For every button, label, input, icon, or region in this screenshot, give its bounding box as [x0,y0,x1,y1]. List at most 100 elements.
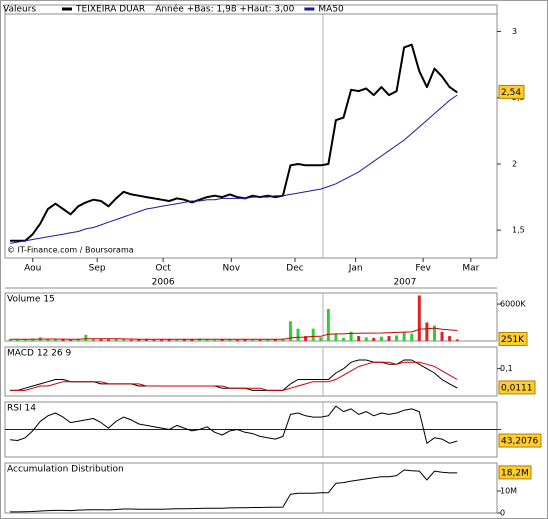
volume-bar [107,339,111,341]
volume-bar [243,339,247,341]
volume-bar [334,333,338,341]
volume-bar [190,339,194,341]
volume-bar [182,339,186,341]
last-value-label: 18,2M [501,468,529,478]
y-tick-label: 0 [500,509,505,518]
last-value-box [498,380,536,395]
volume-bar [114,338,118,341]
panel-title: Volume 15 [7,295,55,305]
last-value-label: 0,0111 [501,383,533,393]
volume-bar [379,336,383,341]
panel-title: RSI 14 [7,404,36,414]
volume-bar [23,339,27,341]
last-value-box [498,433,542,448]
volume-bar [432,325,436,341]
y-tick-label: 0,1 [500,364,513,373]
legend-label: Valeurs [3,5,36,15]
volume-bar [387,336,391,341]
volume-bar [319,337,323,341]
x-tick-label: Fev [415,264,431,274]
volume-bar [61,339,65,341]
volume-bar [31,338,35,341]
panel-title: Accumulation Distribution [7,465,124,475]
volume-bar [311,328,315,341]
legend-entry: MA50 [318,5,344,15]
y-tick-label: 6000K [500,300,526,309]
volume-bar [205,339,209,341]
volume-bar [372,337,376,341]
x-tick-label: Oct [155,264,171,274]
volume-bar [228,339,232,341]
watermark: © IT-Finance.com / Boursorama [7,246,134,255]
line-series [10,469,458,513]
line-series [10,43,458,242]
panel [4,462,498,514]
x-tick-label: Sep [89,264,106,274]
panel [4,292,498,342]
line-series [9,94,458,244]
last-value-label: 43,2076 [501,437,538,447]
volume-bar [167,339,171,341]
x-tick-label: Nov [223,264,241,274]
volume-bar [288,321,292,341]
panel-title: MACD 12 26 9 [7,349,71,359]
panel [4,4,498,259]
y-tick-label: 1,5 [512,226,525,235]
x-tick-label: Aou [24,264,41,274]
volume-bar [410,333,414,341]
volume-bar [137,339,141,341]
volume-bar [425,322,429,341]
last-value-box [498,84,525,99]
volume-bar [266,339,270,341]
last-value-label: 2,54 [501,88,521,98]
volume-bar [304,336,308,341]
volume-bar [440,331,444,341]
volume-bar [144,339,148,341]
panel [4,346,498,397]
line-series [10,361,458,391]
line-series [9,405,458,444]
volume-bar [342,337,346,341]
line-series [10,327,458,340]
year-label: 2007 [393,278,416,288]
volume-bar [99,339,103,341]
year-label: 2006 [152,278,175,288]
legend-subtitle: Année +Bas: 1,98 +Haut: 3,00 [155,4,294,15]
volume-bar [53,339,57,341]
volume-bar [122,339,126,341]
volume-bar [220,339,224,341]
volume-bar [46,338,50,341]
volume-bar [76,339,80,341]
volume-bar [273,339,277,341]
y-tick-label: 3 [512,27,517,36]
volume-bar [251,339,255,341]
volume-bar [455,339,459,341]
volume-bar [16,339,20,341]
volume-bar [357,336,361,341]
y-tick-label: 10M [500,486,517,495]
volume-bar [175,339,179,341]
x-tick-label: Mar [462,264,479,274]
volume-bar [448,336,452,341]
volume-bar [395,335,399,341]
volume-bar [8,339,12,341]
volume-bar [258,339,262,341]
volume-bar [213,339,217,341]
volume-bar [152,339,156,341]
volume-bar [91,338,95,341]
last-value-label: 251K [501,335,525,345]
volume-bar [235,339,239,341]
volume-bar [326,309,330,341]
volume-bar [349,331,353,341]
y-tick-label: 2 [512,159,517,168]
x-tick-label: Dec [286,264,303,274]
volume-bar [84,334,88,341]
volume-bar [417,295,421,341]
last-value-box [498,331,528,346]
volume-bar [296,328,300,341]
x-tick-label: Jan [348,264,363,274]
volume-bar [160,339,164,341]
volume-bar [129,339,133,341]
